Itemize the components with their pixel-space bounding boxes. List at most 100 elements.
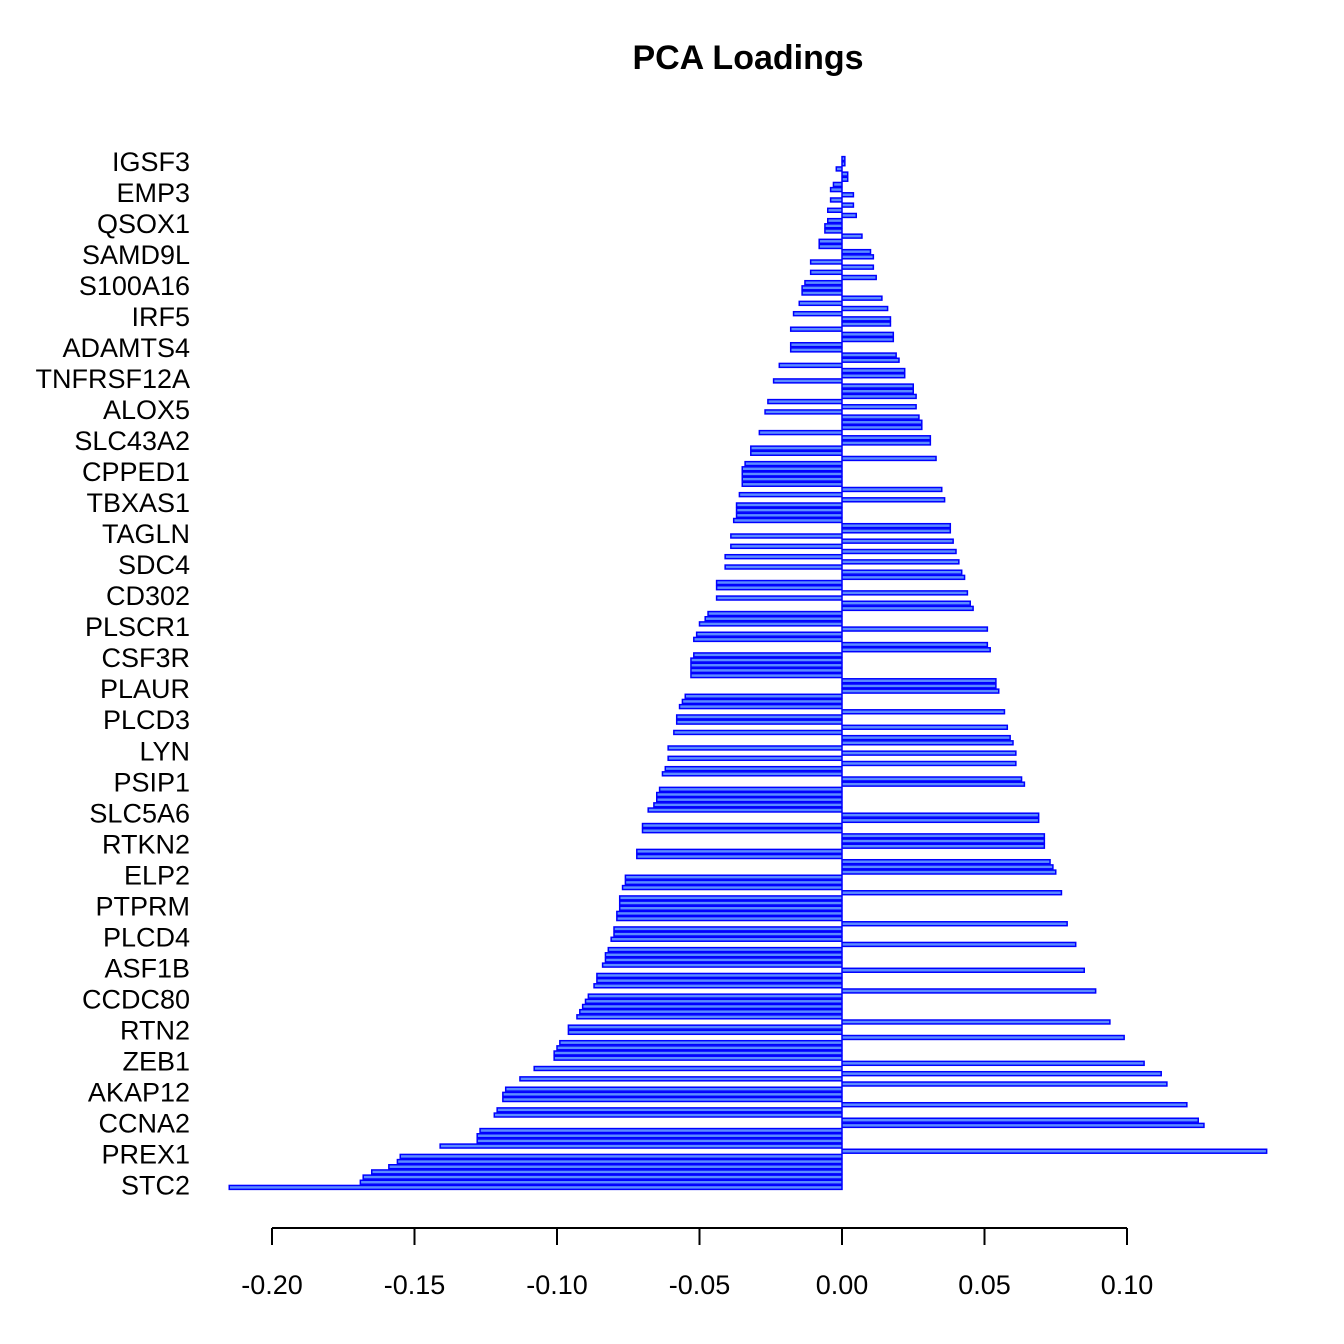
bar [624,874,843,880]
bar [601,962,843,968]
bar [841,838,1046,844]
bar [661,771,843,777]
bar [618,900,843,906]
bar [841,336,895,343]
chart-title: PCA Loadings [632,39,863,77]
bar [724,564,843,570]
bar [596,972,843,979]
bar [789,341,843,348]
bar [841,373,906,379]
bar [690,667,843,674]
bar [827,217,843,224]
bar [841,321,892,327]
y-tick-label: ALOX5 [103,395,190,425]
bar [621,884,843,891]
x-tick-label: -0.15 [384,1270,446,1300]
bar [841,274,877,281]
bar [533,1065,843,1072]
bar [841,678,997,684]
bar [581,1003,843,1010]
bar [818,243,843,250]
bar [841,192,855,198]
bar [675,714,843,720]
bar [371,1169,843,1175]
y-tick-label: SAMD9L [82,240,190,270]
bar [841,921,1068,927]
y-tick-label: PREX1 [101,1140,190,1170]
bar [841,817,1040,824]
bar [704,616,843,622]
bar [741,466,843,472]
bar [841,419,923,425]
bar [841,559,960,565]
bar [841,264,875,270]
y-tick-label: RTN2 [120,1015,190,1045]
bar [476,1138,843,1144]
bar [636,853,843,860]
bar [616,910,843,917]
bar [841,248,872,255]
bar [684,693,843,699]
bar [841,781,1026,787]
y-tick-label: ADAMTS4 [62,333,190,363]
bar [479,1127,843,1134]
bar [396,1158,843,1165]
bar [798,300,843,307]
bar [519,1076,843,1082]
bar [228,1184,843,1191]
bar [667,745,843,751]
bar [841,641,989,648]
bar [804,279,843,286]
bar [841,202,855,208]
bar [587,993,843,999]
bar [576,1014,843,1020]
y-tick-label: PLCD4 [103,922,190,952]
bar [741,481,843,488]
bar [502,1091,843,1098]
bar [789,326,843,332]
bar [841,590,969,596]
bar [504,1086,843,1092]
bar [841,161,846,167]
bar [764,409,843,415]
bar [567,1024,843,1030]
bar [841,941,1077,948]
bar [824,228,843,234]
bar [579,1008,843,1015]
bar [732,517,843,524]
bar [841,522,952,529]
bar [362,1174,843,1180]
y-tick-label: AKAP12 [88,1077,190,1107]
bar [829,186,843,193]
y-tick-label: SLC43A2 [74,426,190,456]
bar [801,285,843,291]
bar [841,734,1011,741]
bar [767,398,843,405]
bar [559,1039,843,1046]
bar [841,383,914,389]
bar [690,662,843,668]
bar [388,1164,843,1170]
bar [841,760,1017,767]
bar [604,952,843,958]
bar [835,166,843,172]
bar [604,957,843,963]
bar [841,331,895,338]
bar [553,1055,843,1061]
bar [841,1122,1205,1129]
y-tick-label: TBXAS1 [86,488,190,518]
bar [567,1029,843,1036]
bar [841,626,989,632]
y-tick-label: RTKN2 [102,829,190,859]
bar [439,1143,843,1149]
bar [841,1101,1188,1108]
bar [610,936,843,942]
x-tick-label: -0.10 [526,1270,588,1300]
bar [750,450,843,456]
bar [673,729,843,736]
bar [690,672,843,679]
bar [653,802,843,808]
bar [841,548,957,555]
bar [613,931,843,937]
bar [841,155,846,162]
